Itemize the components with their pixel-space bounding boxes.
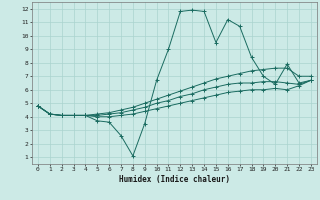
X-axis label: Humidex (Indice chaleur): Humidex (Indice chaleur) — [119, 175, 230, 184]
